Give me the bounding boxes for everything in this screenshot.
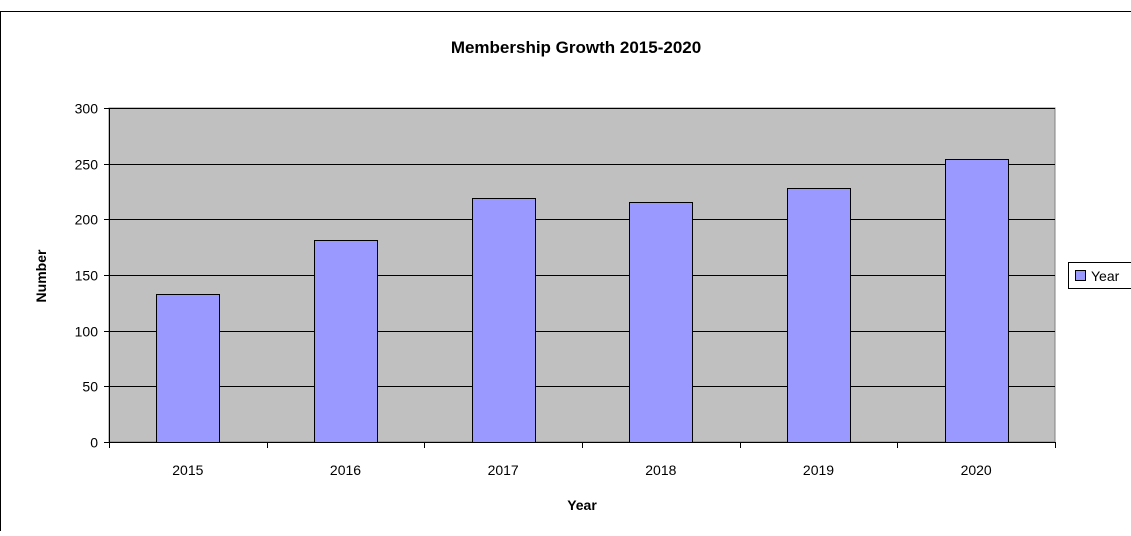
y-tick-label: 250 (75, 157, 99, 173)
y-axis-label: Number (33, 249, 49, 302)
bar-2020 (946, 160, 1009, 443)
x-axis-label: Year (567, 497, 597, 513)
bar-2016 (315, 241, 378, 443)
legend-label: Year (1091, 268, 1120, 284)
x-tick-label: 2016 (330, 462, 361, 478)
y-tick-label: 200 (75, 212, 99, 228)
x-tick-label: 2017 (488, 462, 519, 478)
y-tick-label: 150 (75, 268, 99, 284)
x-tick-label: 2018 (645, 462, 676, 478)
legend-swatch (1076, 271, 1086, 281)
y-tick-label: 0 (90, 435, 98, 451)
bar-2018 (630, 203, 693, 443)
legend: Year (1069, 263, 1131, 289)
y-tick-label: 300 (75, 101, 99, 117)
y-tick-label: 50 (82, 379, 98, 395)
bar-2017 (473, 199, 536, 443)
y-tick-label: 100 (75, 324, 99, 340)
x-tick-label: 2019 (803, 462, 834, 478)
bar-2019 (788, 189, 851, 443)
chart-title: Membership Growth 2015-2020 (451, 38, 701, 57)
bar-2015 (157, 295, 220, 443)
x-tick-label: 2015 (172, 462, 203, 478)
x-tick-label: 2020 (961, 462, 992, 478)
